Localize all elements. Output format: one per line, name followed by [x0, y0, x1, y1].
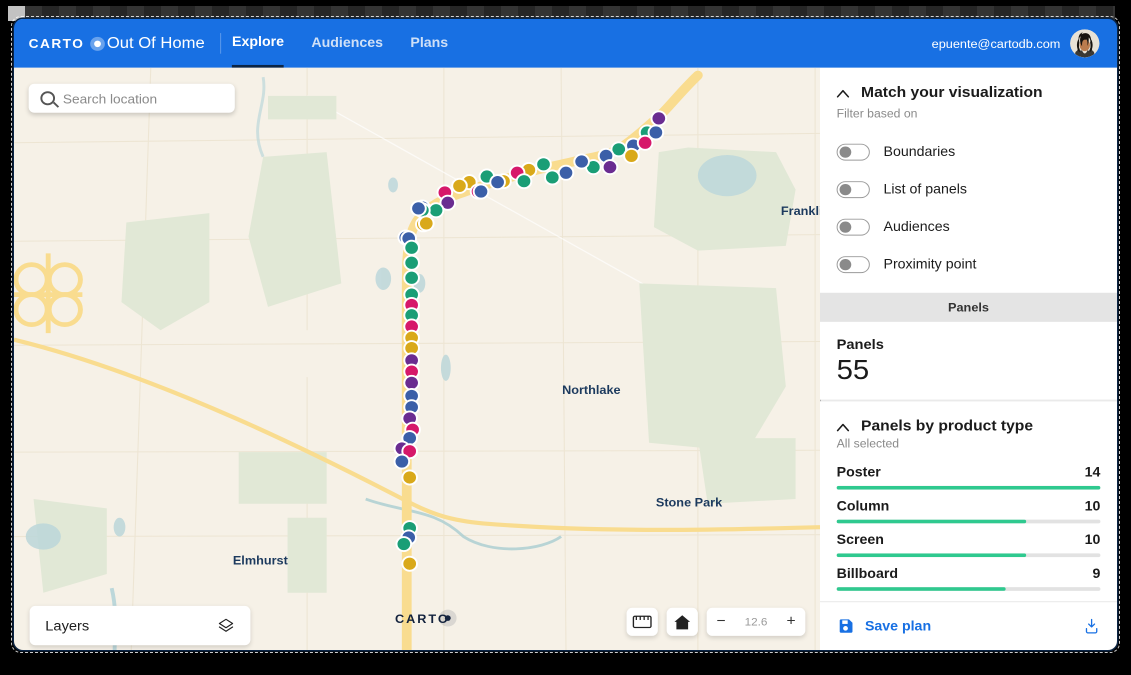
svg-text:Elmhurst: Elmhurst [233, 554, 288, 568]
svg-text:Franklin: Franklin [781, 204, 820, 218]
svg-text:Stone Park: Stone Park [656, 496, 722, 510]
svg-text:Northlake: Northlake [562, 383, 621, 397]
